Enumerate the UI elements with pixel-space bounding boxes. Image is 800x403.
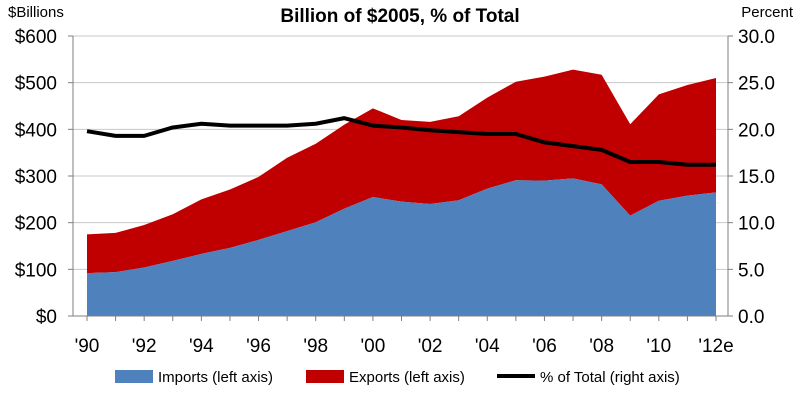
- x-tick-label: '00: [361, 336, 386, 357]
- percent-line: [86, 116, 716, 167]
- legend-item: Exports (left axis): [306, 369, 465, 386]
- x-tick-label: '94: [189, 336, 214, 357]
- right-tick-label: 15.0: [738, 167, 775, 188]
- x-tick-label: '04: [475, 336, 500, 357]
- right-tick-label: 0.0: [738, 307, 764, 328]
- left-tick-label: $400: [15, 120, 57, 141]
- left-tick-label: $600: [15, 27, 57, 48]
- x-tick-label: '08: [589, 336, 614, 357]
- left-axis-label: $Billions: [8, 4, 64, 21]
- right-tick-label: 30.0: [738, 27, 775, 48]
- x-tick-label: '12e: [698, 336, 733, 357]
- x-tick-label: '90: [75, 336, 100, 357]
- x-tick-label: '06: [532, 336, 557, 357]
- legend-item: % of Total (right axis): [497, 369, 680, 386]
- imports-area: [87, 178, 716, 316]
- exports-area: [87, 69, 716, 274]
- x-tick-label: '02: [418, 336, 443, 357]
- axes: $0 0.0 $100 5.0 $200 10.0 $300 15.0 $400 20.0 $500…: [15, 27, 775, 357]
- legend-item: Imports (left axis): [115, 369, 273, 386]
- left-tick-label: $0: [36, 307, 57, 328]
- right-tick-label: 25.0: [738, 74, 775, 95]
- legend-swatch: [115, 370, 153, 383]
- chart-title: Billion of $2005, % of Total: [280, 6, 519, 27]
- left-tick-label: $200: [15, 214, 57, 235]
- x-tick-label: '92: [132, 336, 157, 357]
- x-tick-label: '98: [303, 336, 328, 357]
- legend-label: % of Total (right axis): [540, 369, 680, 386]
- right-tick-label: 20.0: [738, 120, 775, 141]
- right-tick-label: 5.0: [738, 260, 764, 281]
- left-tick-label: $300: [15, 167, 57, 188]
- x-tick-label: '96: [246, 336, 271, 357]
- legend-label: Exports (left axis): [349, 369, 465, 386]
- left-tick-label: $500: [15, 74, 57, 95]
- legend: Imports (left axis) Exports (left axis) % …: [115, 369, 680, 386]
- legend-label: Imports (left axis): [158, 369, 273, 386]
- right-axis-label: Percent: [741, 4, 794, 21]
- legend-swatch: [306, 370, 344, 383]
- plot-areas: [87, 69, 716, 316]
- percent-of-total-line: [86, 116, 716, 167]
- x-tick-label: '10: [646, 336, 671, 357]
- left-tick-label: $100: [15, 260, 57, 281]
- right-tick-label: 10.0: [738, 214, 775, 235]
